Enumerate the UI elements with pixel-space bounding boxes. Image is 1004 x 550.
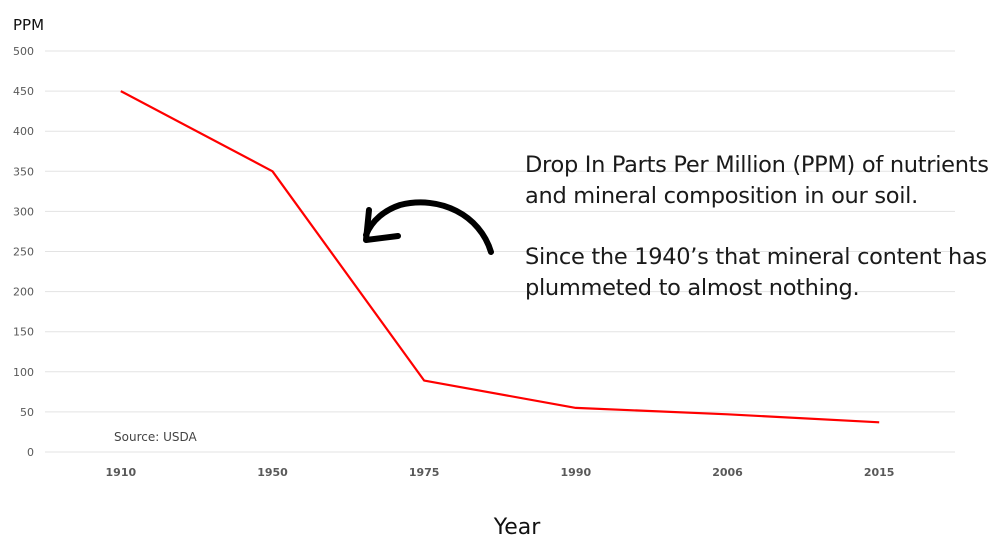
y-tick-label: 150 xyxy=(13,326,34,339)
curved-arrow-icon xyxy=(363,199,494,255)
y-tick-label: 50 xyxy=(20,406,34,419)
y-axis-label: PPM xyxy=(13,16,44,34)
y-tick-label: 200 xyxy=(13,286,34,299)
x-tick-label: 1990 xyxy=(561,466,592,479)
y-tick-label: 0 xyxy=(27,446,34,459)
source-note: Source: USDA xyxy=(114,430,198,444)
annotation-paragraph-1: Drop In Parts Per Million (PPM) of nutri… xyxy=(525,152,989,209)
x-axis-label: Year xyxy=(493,515,542,540)
x-tick-label: 2015 xyxy=(864,466,895,479)
x-tick-label: 1910 xyxy=(106,466,137,479)
x-tick-label: 1950 xyxy=(257,466,288,479)
annotation-paragraph-2: Since the 1940’s that mineral content ha… xyxy=(525,244,987,301)
y-tick-label: 300 xyxy=(13,205,34,218)
gridlines xyxy=(45,50,955,453)
y-axis-ticks: 0 50 100 150 200 250 300 350 400 450 500 xyxy=(13,45,34,459)
x-axis-ticks: 1910 1950 1975 1990 2006 2015 xyxy=(106,466,895,479)
y-tick-label: 450 xyxy=(13,85,34,98)
y-tick-label: 100 xyxy=(13,366,34,379)
annotation-text: Drop In Parts Per Million (PPM) of nutri… xyxy=(525,150,1004,334)
y-tick-label: 400 xyxy=(13,125,34,138)
ppm-line-series xyxy=(120,90,880,424)
y-tick-label: 500 xyxy=(13,45,34,58)
x-tick-label: 1975 xyxy=(409,466,440,479)
x-tick-label: 2006 xyxy=(712,466,743,479)
y-tick-label: 350 xyxy=(13,165,34,178)
y-tick-label: 250 xyxy=(13,246,34,259)
